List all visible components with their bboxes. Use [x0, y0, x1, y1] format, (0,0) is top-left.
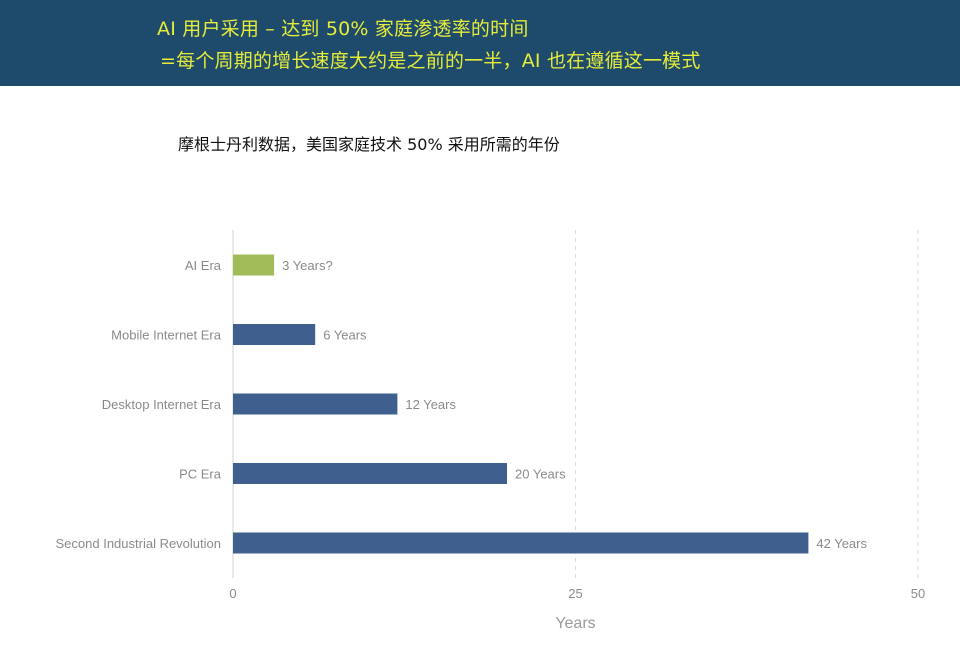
- x-tick-label: 50: [911, 586, 925, 601]
- header-line-1: AI 用户采用 – 达到 50% 家庭渗透率的时间: [157, 18, 529, 40]
- data-label: 3 Years?: [282, 258, 333, 273]
- x-tick-label: 0: [229, 586, 236, 601]
- header-banner: AI 用户采用 – 达到 50% 家庭渗透率的时间 =每个周期的增长速度大约是之…: [0, 0, 960, 86]
- x-axis-title: Years: [555, 615, 595, 632]
- data-label: 42 Years: [816, 536, 867, 551]
- data-label: 20 Years: [515, 467, 566, 482]
- bar: [233, 393, 398, 415]
- bar: [233, 532, 809, 554]
- category-label: PC Era: [179, 467, 222, 482]
- category-label: AI Era: [185, 258, 222, 273]
- chart-title: 摩根士丹利数据，美国家庭技术 50% 采用所需的年份: [178, 135, 560, 154]
- category-label: Second Industrial Revolution: [56, 536, 222, 551]
- x-tick-label: 25: [568, 586, 582, 601]
- category-label: Mobile Internet Era: [111, 328, 222, 343]
- header-line-2: =每个周期的增长速度大约是之前的一半，AI 也在遵循这一模式: [160, 50, 701, 72]
- category-label: Desktop Internet Era: [102, 397, 222, 412]
- data-label: 6 Years: [323, 328, 367, 343]
- bar: [233, 463, 507, 484]
- data-label: 12 Years: [405, 397, 456, 412]
- bar: [233, 254, 275, 276]
- bar: [233, 324, 316, 345]
